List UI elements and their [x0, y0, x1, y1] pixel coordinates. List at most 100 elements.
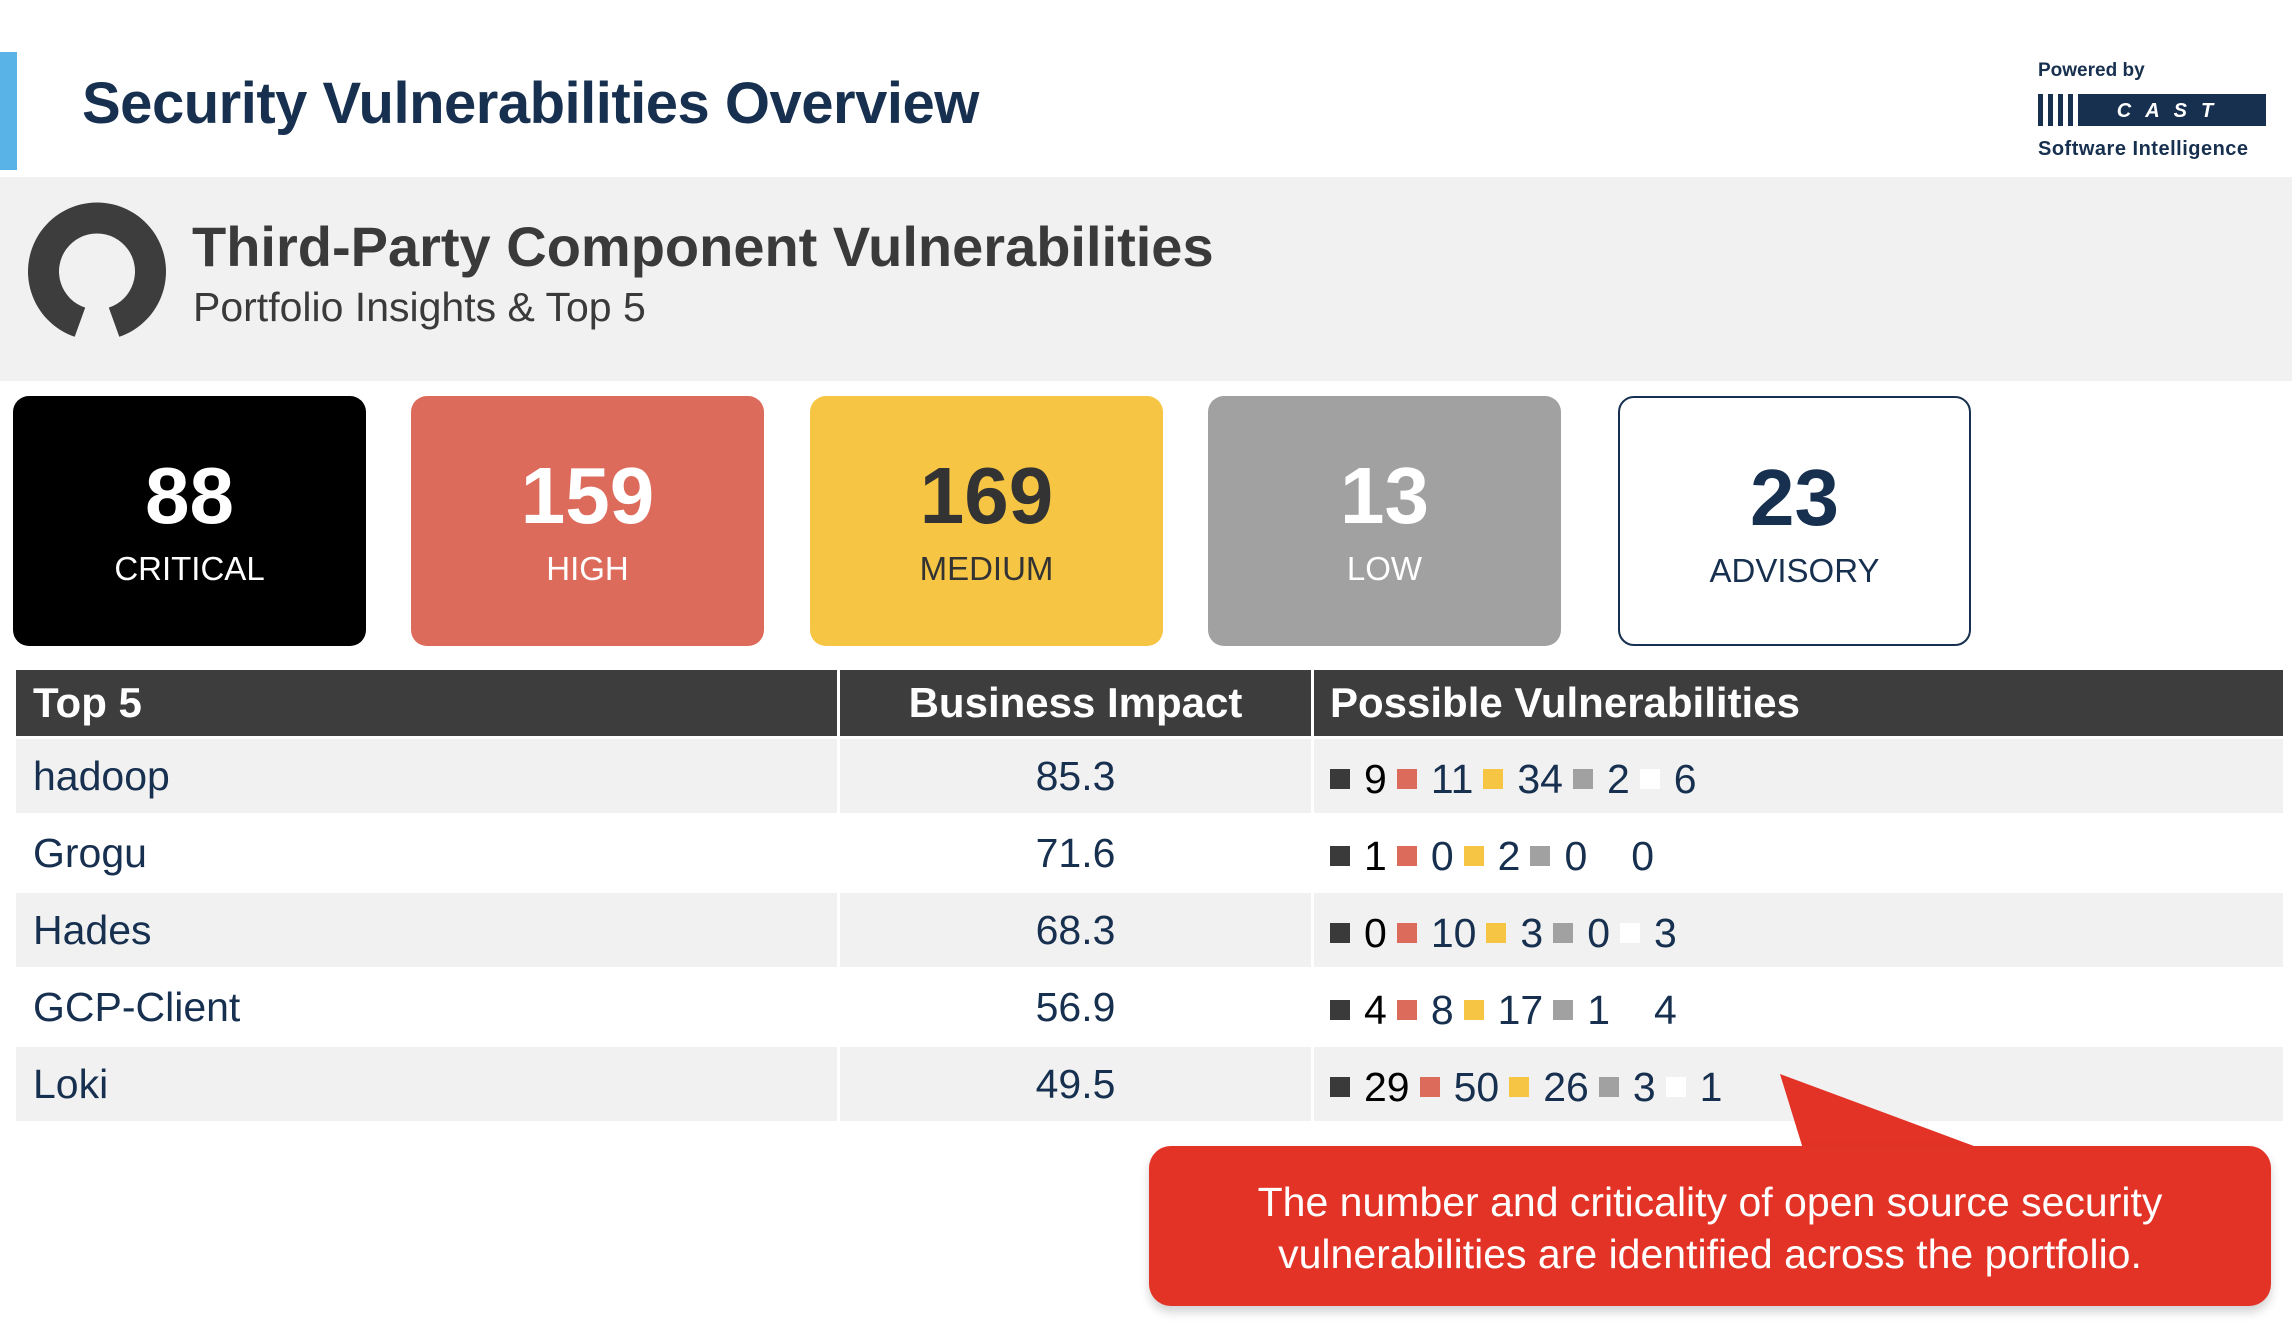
critical-swatch [1330, 1000, 1350, 1020]
header-top5: Top 5 [16, 670, 840, 736]
low-swatch [1572, 769, 1593, 789]
section-subtitle: Portfolio Insights & Top 5 [193, 284, 646, 330]
advisory-label: ADVISORY [1709, 552, 1880, 589]
callout-line-2: vulnerabilities are identified across th… [1278, 1231, 2142, 1277]
business-impact-value: 56.9 [840, 970, 1314, 1044]
table-row[interactable]: Grogu 71.6 1 0 2 0 0 [16, 816, 2283, 890]
page-title: Security Vulnerabilities Overview [82, 71, 979, 136]
low-value: 3 [1632, 1063, 1656, 1110]
critical-value: 0 [1364, 909, 1387, 956]
brand-block: Powered by CAST Software Intelligence [2036, 60, 2268, 166]
advisory-value: 0 [1631, 832, 1655, 879]
high-swatch [1396, 923, 1417, 943]
critical-value: 29 [1364, 1063, 1410, 1110]
title-accent-bar [0, 52, 17, 170]
advisory-swatch [1639, 769, 1660, 789]
high-value: 8 [1430, 986, 1454, 1033]
critical-swatch [1330, 769, 1350, 789]
business-impact-value: 85.3 [840, 739, 1314, 813]
low-swatch [1530, 846, 1551, 866]
vulnerability-breakdown: 0 10 3 0 3 [1314, 893, 2283, 967]
low-value: 2 [1606, 755, 1630, 802]
medium-value: 34 [1517, 755, 1563, 802]
medium-swatch [1486, 923, 1507, 943]
business-impact-value: 71.6 [840, 816, 1314, 890]
header-business-impact: Business Impact [840, 670, 1314, 736]
low-label: LOW [1346, 550, 1423, 587]
low-count-card: 13 LOW [1208, 396, 1561, 646]
low-value: 0 [1564, 832, 1588, 879]
high-label: HIGH [546, 550, 629, 587]
advisory-value: 3 [1654, 909, 1677, 956]
medium-value: 17 [1497, 986, 1544, 1033]
critical-count-card: 88 CRITICAL [13, 396, 366, 646]
app-name: GCP-Client [16, 970, 840, 1044]
header-possible-vulnerabilities: Possible Vulnerabilities [1330, 679, 1800, 726]
vulnerability-breakdown: 9 11 34 2 6 [1314, 739, 2283, 813]
table-row[interactable]: hadoop 85.3 9 11 34 2 6 [16, 739, 2283, 813]
app-name: Hades [16, 893, 840, 967]
critical-count: 88 [145, 451, 234, 540]
medium-swatch [1509, 1077, 1530, 1097]
advisory-count-card: 23 ADVISORY [1618, 396, 1971, 646]
high-swatch [1396, 769, 1417, 789]
low-value: 0 [1587, 909, 1611, 956]
medium-count: 169 [919, 451, 1054, 540]
brand-powered-by: Powered by [2038, 60, 2145, 81]
table-row[interactable]: GCP-Client 56.9 4 8 17 1 4 [16, 970, 2283, 1044]
medium-value: 3 [1520, 909, 1544, 956]
advisory-swatch [1597, 846, 1618, 866]
business-impact-value: 68.3 [840, 893, 1314, 967]
medium-swatch [1463, 846, 1484, 866]
medium-count-card: 169 MEDIUM [810, 396, 1163, 646]
insight-callout: The number and criticality of open sourc… [1149, 1146, 2271, 1306]
callout-text: The number and criticality of open sourc… [1149, 1176, 2271, 1280]
section-title: Third-Party Component Vulnerabilities [192, 215, 1214, 278]
high-count: 159 [520, 451, 655, 540]
high-value: 10 [1430, 909, 1477, 956]
app-name: hadoop [16, 739, 840, 813]
high-count-card: 159 HIGH [411, 396, 764, 646]
critical-label: CRITICAL [114, 550, 265, 587]
low-swatch [1553, 1000, 1574, 1020]
vulnerability-breakdown: 29 50 26 3 1 [1314, 1047, 2283, 1121]
brand-name: CAST [2117, 100, 2227, 122]
critical-value: 1 [1364, 832, 1387, 879]
advisory-swatch [1620, 923, 1641, 943]
high-swatch [1396, 846, 1417, 866]
advisory-count: 23 [1750, 453, 1839, 542]
advisory-value: 6 [1673, 755, 1697, 802]
medium-value: 26 [1543, 1063, 1589, 1110]
table-row[interactable]: Hades 68.3 0 10 3 0 3 [16, 893, 2283, 967]
section-header-band [0, 177, 2292, 381]
high-value: 50 [1453, 1063, 1500, 1110]
high-value: 0 [1430, 832, 1454, 879]
brand-tagline: Software Intelligence [2038, 138, 2249, 160]
cast-logo-icon: CAST [2038, 94, 2266, 126]
critical-swatch [1330, 846, 1350, 866]
advisory-swatch [1665, 1077, 1686, 1097]
app-name: Loki [16, 1047, 840, 1121]
critical-swatch [1330, 1077, 1350, 1097]
medium-swatch [1483, 769, 1504, 789]
low-value: 1 [1587, 986, 1611, 1033]
high-swatch [1396, 1000, 1417, 1020]
medium-label: MEDIUM [919, 550, 1054, 587]
critical-value: 4 [1364, 986, 1387, 1033]
vulnerability-breakdown: 4 8 17 1 4 [1314, 970, 2283, 1044]
critical-value: 9 [1364, 755, 1387, 802]
low-swatch [1553, 923, 1574, 943]
medium-value: 2 [1497, 832, 1521, 879]
low-swatch [1598, 1077, 1619, 1097]
table-row[interactable]: Loki 49.5 29 50 26 3 1 [16, 1047, 2283, 1121]
business-impact-value: 49.5 [840, 1047, 1314, 1121]
critical-swatch [1330, 923, 1350, 943]
callout-line-1: The number and criticality of open sourc… [1257, 1179, 2163, 1225]
top5-table: Top 5 Business Impact Possible Vulnerabi… [16, 670, 2283, 1121]
low-count: 13 [1340, 451, 1429, 540]
medium-swatch [1463, 1000, 1484, 1020]
table-header: Top 5 Business Impact Possible Vulnerabi… [16, 670, 2283, 736]
advisory-value: 4 [1654, 986, 1677, 1033]
high-swatch [1419, 1077, 1440, 1097]
advisory-value: 1 [1699, 1063, 1723, 1110]
